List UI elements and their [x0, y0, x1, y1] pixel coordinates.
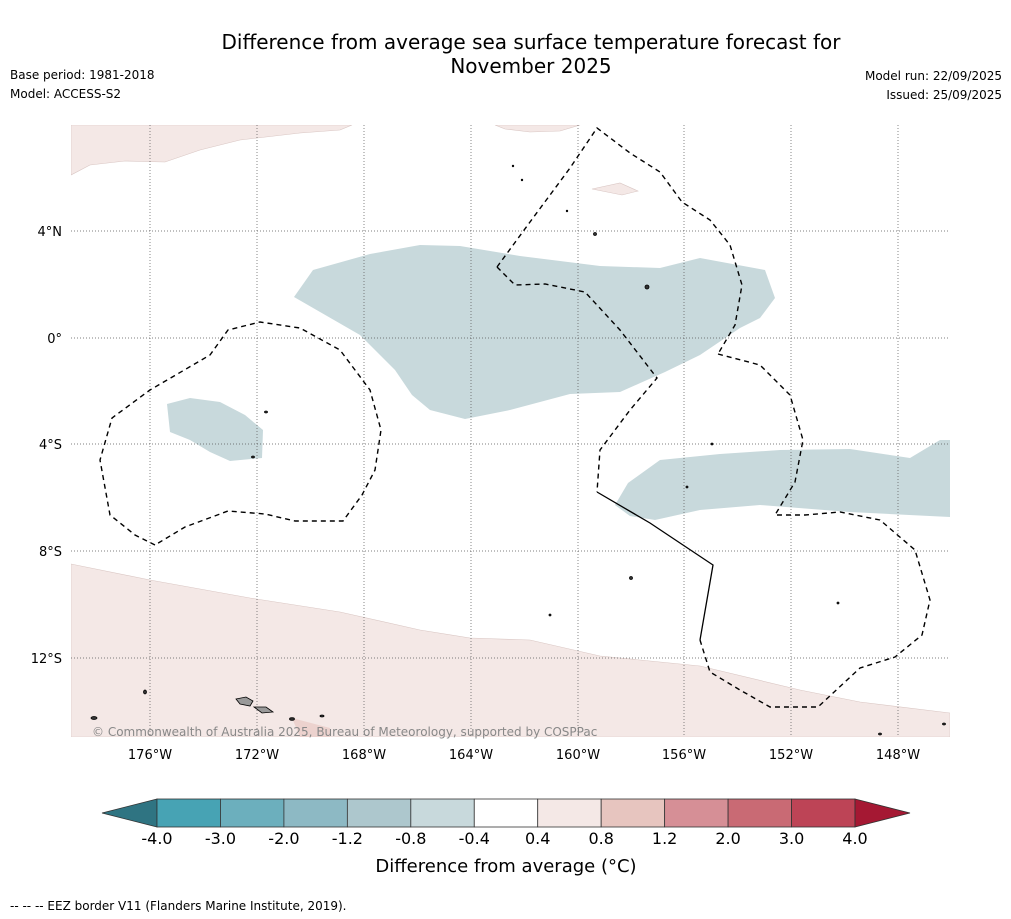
eez-east — [699, 353, 931, 708]
chart-title: Difference from average sea surface temp… — [0, 30, 1011, 78]
colorbar-tick-label: 0.8 — [588, 829, 613, 848]
colorbar-segment — [220, 798, 285, 828]
colorbar-tick-label: 3.0 — [779, 829, 804, 848]
eez-north-central — [496, 126, 743, 355]
colorbar-segment — [600, 798, 666, 828]
lon-label-168w: 168°W — [342, 748, 386, 763]
lon-label-164w: 164°W — [449, 748, 493, 763]
eez-central-inner — [496, 266, 658, 493]
island-savaii — [235, 696, 254, 707]
model-run: Model run: 22/09/2025 — [864, 69, 1002, 83]
colorbar-tick-label: -0.4 — [459, 829, 490, 848]
colorbar-segment — [283, 798, 348, 828]
warm-anomaly-south — [71, 563, 950, 737]
colorbar-tick-label: -0.8 — [395, 829, 426, 848]
colorbar-segment — [791, 798, 856, 828]
eez-borders — [99, 126, 931, 708]
base-period: Base period: 1981-2018 — [10, 68, 155, 82]
warm-anomaly-north — [494, 125, 581, 133]
lat-label-8s: 8°S — [39, 545, 62, 560]
lat-label-4s: 4°S — [39, 438, 62, 453]
colorbar-tick-label: 2.0 — [715, 829, 740, 848]
title-line-1: Difference from average sea surface temp… — [221, 30, 841, 54]
lon-label-156w: 156°W — [662, 748, 706, 763]
lat-label-12s: 12°S — [31, 652, 62, 667]
colorbar-segment — [156, 798, 221, 828]
colorbar-tick-label: 0.4 — [525, 829, 550, 848]
meta-left: Base period: 1981-2018 Model: ACCESS-S2 — [10, 66, 155, 104]
lat-label-0: 0° — [47, 332, 62, 347]
cool-anomaly-equatorial — [294, 245, 775, 419]
colorbar-under-arrow — [101, 798, 158, 828]
lon-label-148w: 148°W — [876, 748, 920, 763]
lon-label-176w: 176°W — [128, 748, 172, 763]
longitude-labels: 176°W 172°W 168°W 164°W 160°W 156°W 152°… — [128, 748, 920, 763]
colorbar-tick-label: 4.0 — [842, 829, 867, 848]
colorbar-tick-label: -1.2 — [332, 829, 363, 848]
warm-anomaly-south-patch — [292, 718, 330, 737]
colorbar-segment — [410, 798, 475, 828]
colorbar-tick-label: -3.0 — [205, 829, 236, 848]
issued-date: Issued: 25/09/2025 — [886, 88, 1002, 102]
lon-label-152w: 152°W — [769, 748, 813, 763]
meta-right: Model run: 22/09/2025 Issued: 25/09/2025 — [865, 67, 1002, 105]
graticule — [71, 125, 950, 737]
lon-label-172w: 172°W — [235, 748, 279, 763]
eez-footnote: -- -- -- EEZ border V11 (Flanders Marine… — [10, 899, 347, 913]
colorbar-segment — [664, 798, 729, 828]
colorbar: -4.0 -3.0 -2.0 -1.2 -0.8 -0.4 0.4 0.8 1.2 2.0 3.0 4… — [101, 798, 911, 848]
colorbar-segment — [727, 798, 792, 828]
colorbar-tick-label: -4.0 — [141, 829, 172, 848]
lon-label-160w: 160°W — [556, 748, 600, 763]
cool-anomaly-west — [167, 398, 263, 461]
colorbar-segment — [473, 798, 539, 828]
lat-label-4n: 4°N — [38, 225, 63, 240]
model-name: Model: ACCESS-S2 — [10, 87, 122, 101]
colorbar-segment — [537, 798, 602, 828]
copyright-notice: © Commonwealth of Australia 2025, Bureau… — [92, 725, 597, 739]
island-upolu — [252, 706, 275, 714]
eez-solid-border — [596, 491, 714, 641]
colorbar-segment — [346, 798, 412, 828]
colorbar-tick-label: 1.2 — [652, 829, 677, 848]
colorbar-title: Difference from average (°C) — [375, 856, 637, 877]
latitude-labels: 4°N 0° 4°S 8°S 12°S — [31, 225, 62, 667]
islands — [90, 164, 946, 736]
colorbar-over-arrow — [854, 798, 911, 828]
title-line-2: November 2025 — [450, 54, 612, 78]
colorbar-tick-label: -2.0 — [268, 829, 299, 848]
warm-anomaly-northwest — [71, 125, 353, 176]
cool-anomaly-east — [615, 440, 950, 520]
warm-anomaly-small — [591, 182, 639, 196]
